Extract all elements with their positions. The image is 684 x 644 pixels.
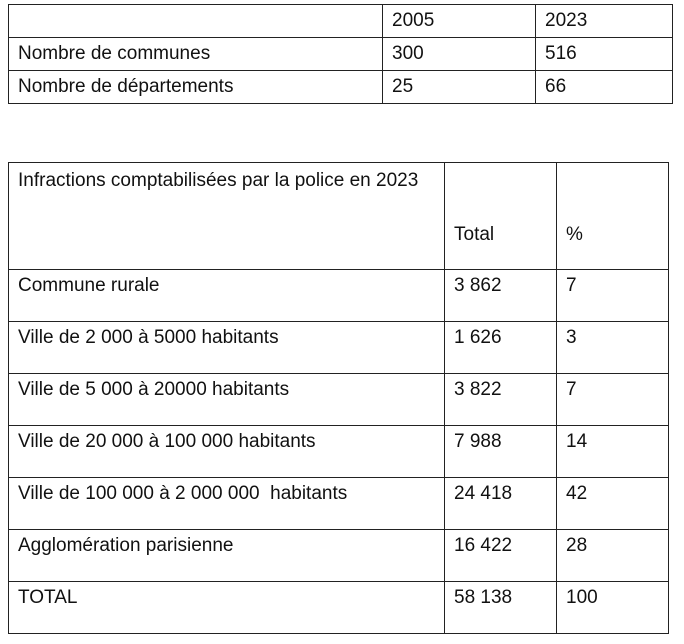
value-cell: 3 862 bbox=[444, 269, 557, 322]
value-cell: 7 988 bbox=[444, 425, 557, 478]
data-row: Ville de 5 000 à 20000 habitants 3 822 7 bbox=[8, 373, 669, 426]
header-cell: Infractions comptabilisées par la police… bbox=[8, 162, 445, 270]
header-cell: 2005 bbox=[382, 4, 536, 38]
value-cell: 300 bbox=[382, 37, 536, 71]
data-row: TOTAL 58 138 100 bbox=[8, 581, 669, 634]
value-cell: 1 626 bbox=[444, 321, 557, 374]
data-row: Ville de 100 000 à 2 000 000 habitants 24… bbox=[8, 477, 669, 530]
row-label: Agglomération parisienne bbox=[8, 529, 445, 582]
value-cell: 7 bbox=[556, 269, 669, 322]
data-row: Ville de 2 000 à 5000 habitants 1 626 3 bbox=[8, 321, 669, 374]
row-label: TOTAL bbox=[8, 581, 445, 634]
row-label: Commune rurale bbox=[8, 269, 445, 322]
offences-table: Infractions comptabilisées par la police… bbox=[8, 162, 669, 634]
header-row: Infractions comptabilisées par la police… bbox=[8, 162, 669, 270]
value-cell: 16 422 bbox=[444, 529, 557, 582]
value-cell: 66 bbox=[535, 70, 673, 104]
header-cell: % bbox=[556, 162, 669, 270]
row-label: Ville de 5 000 à 20000 habitants bbox=[8, 373, 445, 426]
value-cell: 42 bbox=[556, 477, 669, 530]
row-label: Ville de 2 000 à 5000 habitants bbox=[8, 321, 445, 374]
header-cell: 2023 bbox=[535, 4, 673, 38]
value-cell: 3 bbox=[556, 321, 669, 374]
value-cell: 516 bbox=[535, 37, 673, 71]
row-label: Nombre de communes bbox=[8, 37, 383, 71]
data-row: Nombre de communes 300 516 bbox=[8, 37, 673, 71]
row-label: Nombre de départements bbox=[8, 70, 383, 104]
value-cell: 100 bbox=[556, 581, 669, 634]
data-row: Nombre de départements 25 66 bbox=[8, 70, 673, 104]
comparison-table: 2005 2023 Nombre de communes 300 516 Nombre… bbox=[8, 4, 673, 104]
value-cell: 58 138 bbox=[444, 581, 557, 634]
value-cell: 3 822 bbox=[444, 373, 557, 426]
data-row: Ville de 20 000 à 100 000 habitants 7 988… bbox=[8, 425, 669, 478]
row-label: Ville de 100 000 à 2 000 000 habitants bbox=[8, 477, 445, 530]
value-cell: 28 bbox=[556, 529, 669, 582]
value-cell: 7 bbox=[556, 373, 669, 426]
value-cell: 24 418 bbox=[444, 477, 557, 530]
data-row: Commune rurale 3 862 7 bbox=[8, 269, 669, 322]
header-cell: Total bbox=[444, 162, 557, 270]
value-cell: 14 bbox=[556, 425, 669, 478]
row-label: Ville de 20 000 à 100 000 habitants bbox=[8, 425, 445, 478]
header-row: 2005 2023 bbox=[8, 4, 673, 38]
data-row: Agglomération parisienne 16 422 28 bbox=[8, 529, 669, 582]
empty-cell bbox=[8, 4, 383, 38]
value-cell: 25 bbox=[382, 70, 536, 104]
